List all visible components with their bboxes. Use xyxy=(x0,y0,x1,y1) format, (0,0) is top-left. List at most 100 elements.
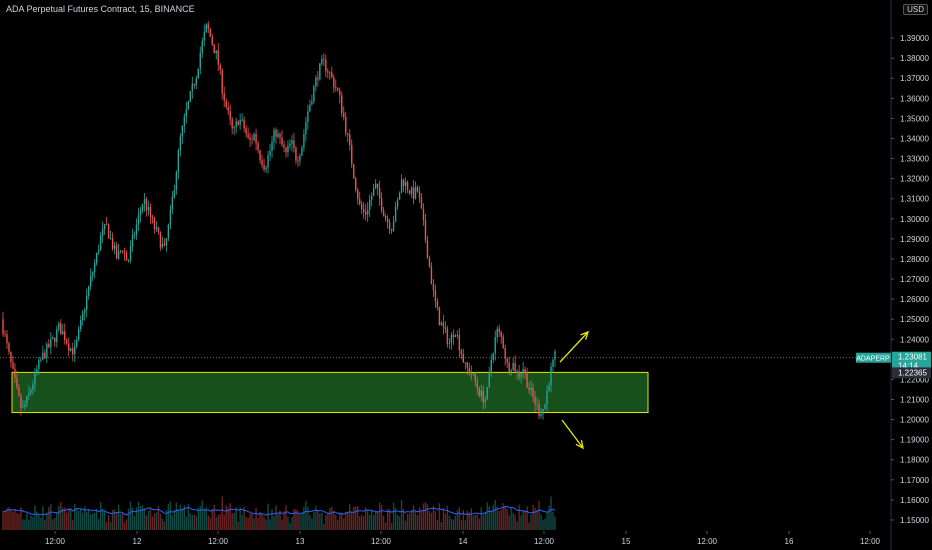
candle-body xyxy=(215,50,217,54)
volume-bar xyxy=(145,515,148,530)
volume-bar xyxy=(299,514,301,530)
volume-bar xyxy=(253,518,255,530)
time-axis[interactable]: 12:00 12 12:00 13 12:00 14 12:00 15 12:00 16 12:00 xyxy=(45,531,881,546)
volume-bar xyxy=(295,509,297,530)
price-tick-label: 1.22000 xyxy=(900,375,929,384)
candle-body xyxy=(536,403,538,405)
time-tick-label: 16 xyxy=(785,537,794,546)
candle-body xyxy=(181,125,184,137)
candle-body xyxy=(129,246,132,260)
candle-body xyxy=(374,183,377,189)
candle-body xyxy=(440,322,443,326)
volume-bar xyxy=(364,507,367,530)
price-tick-label: 1.24000 xyxy=(900,335,929,344)
volume-bar xyxy=(546,512,548,530)
volume-bar xyxy=(303,506,305,530)
volume-bar xyxy=(201,500,203,530)
volume-bar xyxy=(420,511,423,530)
volume-bar xyxy=(532,504,534,530)
candle-body xyxy=(261,159,263,166)
support-zone-rectangle[interactable] xyxy=(11,371,649,414)
volume-bar xyxy=(44,519,46,530)
candle-body xyxy=(48,343,50,348)
volume-bar xyxy=(362,515,365,530)
volume-bar xyxy=(4,511,6,530)
volume-bar xyxy=(2,511,4,530)
candle-body xyxy=(62,331,64,335)
candle-body xyxy=(532,387,534,397)
time-tick-label: 12:00 xyxy=(534,537,555,546)
volume-bar xyxy=(68,508,70,530)
candle-body xyxy=(438,307,441,326)
candle-body xyxy=(542,409,544,415)
candle-body xyxy=(544,404,546,410)
candle-body xyxy=(456,335,459,336)
volume-bar xyxy=(131,507,134,530)
projection-arrows[interactable] xyxy=(559,330,590,450)
volume-bar xyxy=(179,504,182,530)
candle-body xyxy=(506,358,508,363)
candle-body xyxy=(283,144,285,148)
candle-body xyxy=(508,362,510,373)
currency-label[interactable]: USD xyxy=(903,4,928,15)
candle-body xyxy=(14,368,16,378)
volume-bar xyxy=(97,518,100,530)
volume-bar xyxy=(153,513,156,530)
candle-body xyxy=(414,187,417,199)
candle-body xyxy=(518,371,520,378)
price-tick-label: 1.36000 xyxy=(900,94,929,103)
volume-bar xyxy=(87,509,90,530)
candle-body xyxy=(12,362,14,369)
volume-bar xyxy=(257,517,259,530)
volume-bar xyxy=(199,505,201,530)
candle-body xyxy=(351,144,353,165)
candle-body xyxy=(510,370,512,373)
candle-body xyxy=(103,224,106,229)
volume-bar xyxy=(287,516,289,530)
price-axis[interactable]: 1.39000 1.38000 1.37000 1.36000 1.35000 1.340… xyxy=(890,0,929,550)
candle-body xyxy=(22,406,24,408)
candle-body xyxy=(30,389,32,393)
candle-body xyxy=(34,371,36,385)
volume-bar xyxy=(46,512,48,530)
symbol-badge-label: ADAPERP xyxy=(856,356,890,363)
zone-price-badge-bg xyxy=(892,367,931,379)
candle-body xyxy=(394,206,397,222)
candle-body xyxy=(476,381,478,388)
volume-moving-average-line xyxy=(2,505,556,516)
candle-body xyxy=(347,133,349,135)
volume-bar xyxy=(40,517,42,530)
candle-body xyxy=(227,107,229,112)
volume-bar xyxy=(404,520,407,530)
candle-body xyxy=(145,198,148,211)
volume-bar xyxy=(394,507,397,530)
candle-body xyxy=(424,219,427,241)
volume-bar xyxy=(466,510,469,530)
volume-bar xyxy=(512,512,514,530)
candle-body xyxy=(396,199,399,207)
volume-bar xyxy=(534,507,536,530)
volume-bar xyxy=(349,503,351,530)
candle-body xyxy=(315,77,317,87)
volume-bar xyxy=(127,508,130,530)
volume-bar xyxy=(486,502,488,530)
price-tick-label: 1.30000 xyxy=(900,215,929,224)
volume-bar xyxy=(514,514,516,530)
volume-bar xyxy=(121,513,124,530)
volume-bar xyxy=(386,508,389,530)
candle-body xyxy=(105,224,108,225)
volume-bar xyxy=(500,509,502,530)
volume-bar xyxy=(175,502,178,530)
candle-body xyxy=(287,145,289,153)
volume-bar xyxy=(374,512,377,530)
volume-bar xyxy=(235,507,237,530)
volume-bar xyxy=(16,512,18,530)
last-price-badge-bg xyxy=(892,351,931,372)
volume-bar xyxy=(311,518,313,530)
volume-bar xyxy=(426,503,429,530)
volume-bar xyxy=(502,503,504,530)
volume-bar xyxy=(263,516,265,530)
candle-body xyxy=(60,323,62,335)
